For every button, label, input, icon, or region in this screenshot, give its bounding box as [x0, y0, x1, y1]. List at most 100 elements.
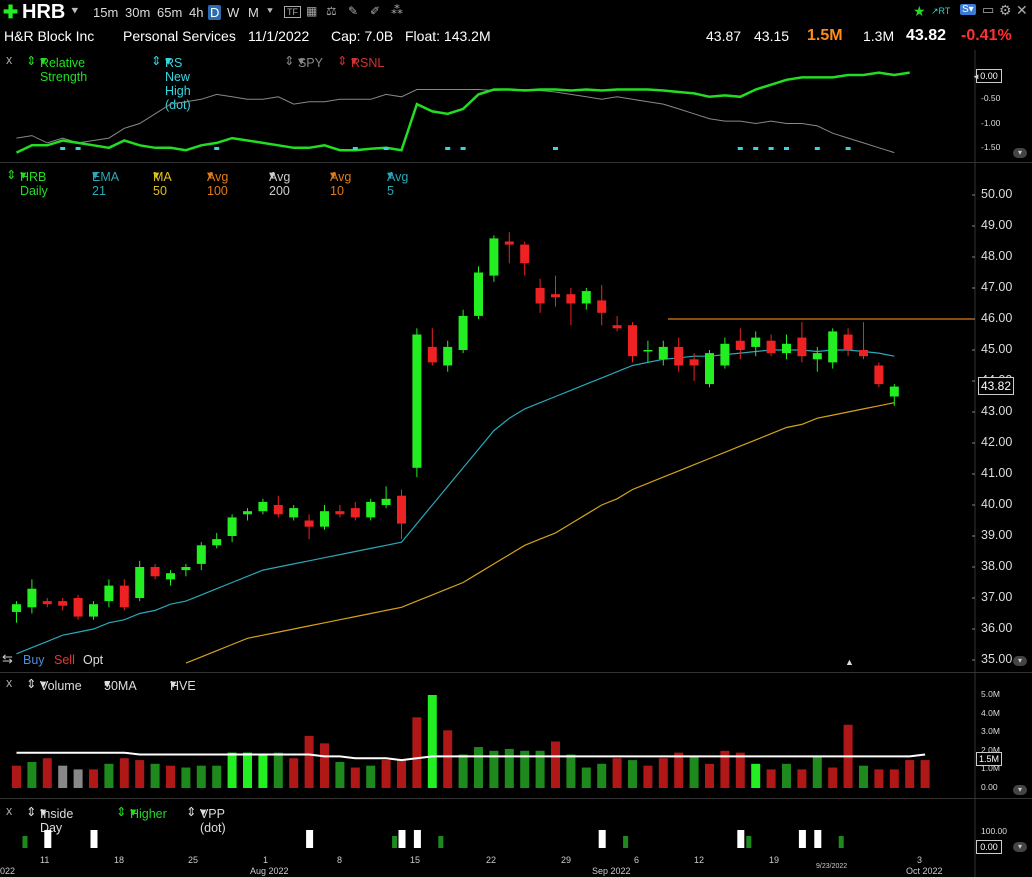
tf-65m[interactable]: 65m	[157, 5, 183, 20]
rs-new-high-dot	[214, 147, 220, 150]
rs-item-rsnl[interactable]: ⇕ RSNL ▾	[337, 54, 385, 70]
volume-bar	[135, 760, 145, 788]
trade-icon[interactable]: ⇆	[2, 651, 13, 666]
rs-collapse-icon[interactable]: ▾	[1013, 148, 1027, 158]
price-item-avg10[interactable]: Avg 10 ▾	[330, 168, 352, 198]
network-icon[interactable]: ⁂	[391, 3, 403, 17]
volume-bar	[289, 758, 299, 788]
annotation-icon[interactable]: ✐	[370, 4, 381, 18]
tf-monthly[interactable]: M	[248, 5, 259, 20]
vol-item-volume[interactable]: ⇕ Volume ▾	[26, 677, 82, 693]
rt-icon[interactable]: ↗RT	[931, 6, 951, 16]
candle-body	[889, 386, 899, 397]
candle-body	[166, 573, 175, 580]
price-axis-tick: 46.00	[981, 311, 1013, 325]
close-icon[interactable]: ✕	[1016, 2, 1028, 18]
candle-body	[458, 315, 468, 350]
timeframe-custom-icon[interactable]: TF	[284, 6, 301, 18]
vol-item-hve[interactable]: HVE ▾	[170, 677, 196, 693]
vol-close-button[interactable]: x	[6, 676, 13, 690]
grid-icon[interactable]: ▦	[306, 4, 318, 18]
candle-body	[227, 517, 237, 536]
candle-body	[381, 498, 391, 505]
candle-body	[243, 511, 252, 515]
ind-item-inside-day[interactable]: ⇕ Inside Day ▾	[26, 805, 74, 835]
symbol-label[interactable]: HRB	[22, 1, 66, 23]
tf-daily[interactable]: D	[208, 5, 222, 20]
cursor-date-label: 9/23/2022	[816, 863, 848, 870]
volume-bar	[73, 769, 83, 788]
sector: Personal Services	[123, 28, 236, 44]
rs-item-spy[interactable]: ⇕ SPY ▾	[284, 54, 323, 70]
price-axis-tick: 38.00	[981, 559, 1013, 573]
tf-weekly[interactable]: W	[227, 5, 240, 20]
tf-15m[interactable]: 15m	[93, 5, 119, 20]
sell-button[interactable]: Sell	[54, 653, 75, 667]
dropdown-icon[interactable]: ⯆	[70, 4, 80, 18]
draw-pencil-icon[interactable]: ✎	[348, 4, 359, 18]
volume-collapse-icon[interactable]: ▾	[1013, 785, 1027, 795]
vol-item-50ma[interactable]: 50MA ▾	[104, 677, 137, 693]
volume-bar	[227, 752, 237, 788]
tf-30m[interactable]: 30m	[125, 5, 151, 20]
ind-item-higher[interactable]: ⇕ Higher ▾	[116, 805, 167, 821]
avg-volume: 1.3M	[863, 28, 895, 44]
volume-bar	[889, 769, 899, 788]
price-item-ema21[interactable]: EMA 21 ▾	[92, 168, 119, 198]
price-item-avg5[interactable]: Avg 5 ▾	[387, 168, 409, 198]
candle-body	[366, 501, 376, 518]
rs-new-high-dot	[753, 147, 759, 150]
price-item-daily[interactable]: ⇕ HRB Daily ▾	[6, 168, 48, 198]
candle-body	[689, 359, 699, 366]
high-price: 43.87	[706, 28, 742, 44]
rs-item-relative-strength[interactable]: ⇕ Relative Strength ▾	[26, 54, 88, 84]
rs-new-high-dot	[460, 147, 466, 150]
volume-bar	[42, 758, 52, 788]
volume-bar	[751, 763, 761, 788]
compare-icon[interactable]: ⚖	[326, 4, 337, 18]
green-star-icon[interactable]: ★	[913, 3, 926, 19]
candle-body	[135, 567, 145, 598]
candle-body	[782, 343, 791, 354]
scroll-up-icon[interactable]: ▲	[845, 657, 854, 667]
percent-change: -0.41%	[961, 27, 1012, 44]
price-item-avg100[interactable]: Avg 100 ▾	[207, 168, 229, 198]
settings-icon[interactable]: ⚙	[999, 2, 1012, 18]
candle-body	[304, 520, 314, 527]
price-item-ma50[interactable]: MA 50 ▾	[153, 168, 172, 198]
indicator-collapse-icon[interactable]: ▾	[1013, 842, 1027, 852]
rs-scroll-down-icon[interactable]: ◄	[972, 72, 980, 81]
price-axis-tick: 43.00	[981, 404, 1013, 418]
x-axis-label: 12	[694, 855, 705, 865]
ind-item-vpp[interactable]: ⇕ VPP (dot) ▾	[186, 805, 226, 835]
buy-button[interactable]: Buy	[23, 653, 45, 667]
rs-new-high-dot	[814, 147, 820, 150]
x-axis-label: 8	[337, 855, 343, 865]
add-icon[interactable]: ✚	[3, 2, 19, 22]
tf-4h[interactable]: 4h	[189, 5, 204, 20]
price-collapse-icon[interactable]: ▾	[1013, 656, 1027, 666]
volume-bar	[89, 769, 98, 788]
minimize-icon[interactable]: ▭	[982, 2, 995, 17]
tf-dropdown-icon[interactable]: ⯆	[266, 6, 274, 17]
volume-bar	[104, 763, 114, 788]
s-icon[interactable]: S▾	[960, 4, 976, 15]
relative-strength-line	[15, 71, 910, 154]
candle-body	[751, 337, 761, 347]
candle-body	[89, 604, 98, 617]
candle-body	[474, 272, 483, 316]
options-button[interactable]: Opt	[83, 653, 104, 667]
price-item-avg200[interactable]: Avg 200 ▾	[269, 168, 291, 198]
candle-body	[551, 294, 560, 298]
candle-body	[489, 238, 499, 276]
ind-close-button[interactable]: x	[6, 804, 13, 818]
x-axis-label: 11	[40, 855, 50, 865]
candle-body	[658, 346, 668, 360]
volume-bar	[689, 756, 699, 788]
rs-new-high-dot	[784, 147, 789, 150]
volume-bar	[474, 747, 483, 788]
volume-bar	[504, 748, 514, 788]
x-axis-label: 3	[917, 855, 923, 865]
rs-close-button[interactable]: x	[6, 53, 13, 67]
